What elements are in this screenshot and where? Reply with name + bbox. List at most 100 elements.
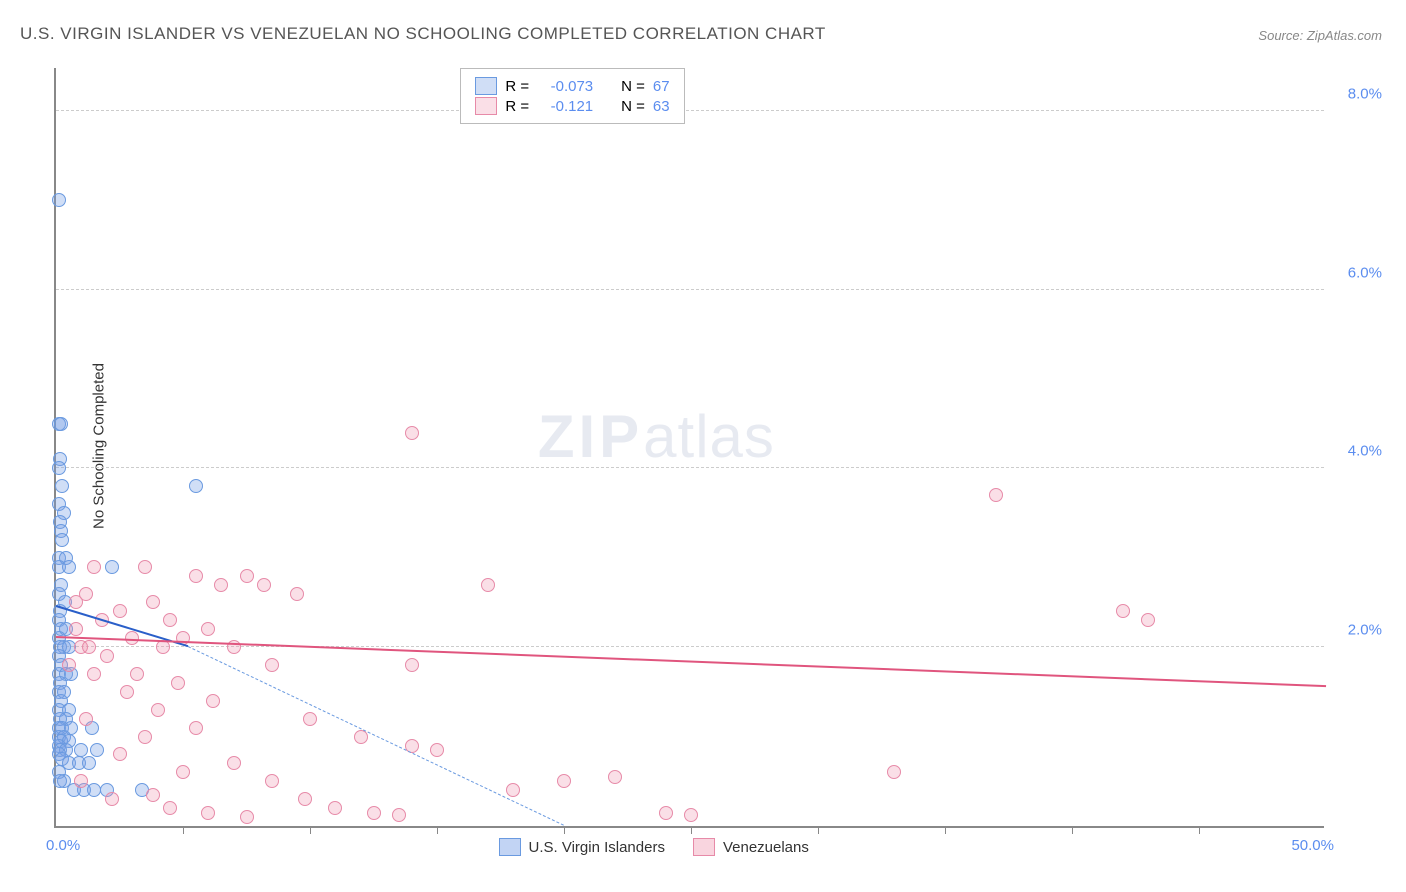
- y-tick-label: 8.0%: [1348, 85, 1382, 102]
- scatter-point: [1141, 613, 1155, 627]
- y-tick-label: 6.0%: [1348, 264, 1382, 281]
- scatter-point: [100, 649, 114, 663]
- x-tick-mark: [691, 826, 692, 834]
- x-tick-mark: [818, 826, 819, 834]
- watermark-zip: ZIP: [538, 403, 643, 470]
- legend-swatch: [475, 97, 497, 115]
- scatter-point: [171, 676, 185, 690]
- x-tick-mark: [564, 826, 565, 834]
- scatter-point: [684, 808, 698, 822]
- series-legend-item: U.S. Virgin Islanders: [499, 838, 665, 856]
- x-tick-mark: [183, 826, 184, 834]
- source-label: Source:: [1258, 28, 1303, 43]
- scatter-point: [201, 806, 215, 820]
- scatter-point: [608, 770, 622, 784]
- scatter-point: [163, 613, 177, 627]
- scatter-point: [257, 578, 271, 592]
- scatter-point: [87, 560, 101, 574]
- scatter-point: [227, 756, 241, 770]
- scatter-point: [69, 595, 83, 609]
- scatter-point: [120, 685, 134, 699]
- scatter-point: [176, 765, 190, 779]
- legend-swatch: [499, 838, 521, 856]
- scatter-point: [481, 578, 495, 592]
- scatter-point: [146, 788, 160, 802]
- scatter-point: [392, 808, 406, 822]
- scatter-point: [240, 569, 254, 583]
- trend-line: [56, 636, 1326, 687]
- y-tick-label: 4.0%: [1348, 443, 1382, 460]
- x-tick-mark: [945, 826, 946, 834]
- scatter-point: [430, 743, 444, 757]
- legend-swatch: [475, 77, 497, 95]
- scatter-point: [989, 488, 1003, 502]
- x-min-label: 0.0%: [46, 837, 80, 854]
- scatter-point: [298, 792, 312, 806]
- stats-legend: R = -0.073 N = 67 R = -0.121 N = 63: [460, 68, 684, 124]
- n-label: N =: [621, 78, 645, 95]
- scatter-point: [82, 640, 96, 654]
- series-legend-label: Venezuelans: [723, 839, 809, 856]
- chart-container: U.S. VIRGIN ISLANDER VS VENEZUELAN NO SC…: [0, 0, 1406, 892]
- gridline: [56, 110, 1324, 111]
- scatter-point: [113, 747, 127, 761]
- scatter-point: [328, 801, 342, 815]
- scatter-point: [105, 792, 119, 806]
- scatter-point: [163, 801, 177, 815]
- n-value: 63: [653, 98, 670, 115]
- scatter-point: [189, 569, 203, 583]
- scatter-point: [90, 743, 104, 757]
- y-tick-label: 2.0%: [1348, 622, 1382, 639]
- scatter-point: [54, 417, 68, 431]
- series-legend-item: Venezuelans: [693, 838, 809, 856]
- scatter-point: [265, 774, 279, 788]
- scatter-point: [367, 806, 381, 820]
- scatter-point: [74, 743, 88, 757]
- r-value: -0.121: [537, 98, 593, 115]
- scatter-point: [189, 479, 203, 493]
- x-tick-mark: [310, 826, 311, 834]
- scatter-point: [105, 560, 119, 574]
- scatter-point: [138, 560, 152, 574]
- scatter-point: [303, 712, 317, 726]
- scatter-point: [265, 658, 279, 672]
- r-label: R =: [505, 98, 529, 115]
- n-label: N =: [621, 98, 645, 115]
- scatter-point: [52, 461, 66, 475]
- scatter-point: [55, 479, 69, 493]
- scatter-point: [290, 587, 304, 601]
- scatter-point: [146, 595, 160, 609]
- chart-title: U.S. VIRGIN ISLANDER VS VENEZUELAN NO SC…: [20, 24, 826, 44]
- scatter-point: [69, 622, 83, 636]
- scatter-point: [1116, 604, 1130, 618]
- scatter-point: [214, 578, 228, 592]
- plot-area: ZIPatlas 2.0%4.0%6.0%8.0%0.0%50.0%: [54, 68, 1324, 828]
- scatter-point: [506, 783, 520, 797]
- scatter-point: [189, 721, 203, 735]
- scatter-point: [62, 560, 76, 574]
- scatter-point: [62, 658, 76, 672]
- r-value: -0.073: [537, 78, 593, 95]
- gridline: [56, 289, 1324, 290]
- x-tick-mark: [437, 826, 438, 834]
- gridline: [56, 646, 1324, 647]
- scatter-point: [52, 193, 66, 207]
- source-attribution: Source: ZipAtlas.com: [1258, 28, 1382, 43]
- scatter-point: [53, 774, 67, 788]
- scatter-point: [557, 774, 571, 788]
- scatter-point: [130, 667, 144, 681]
- x-tick-mark: [1199, 826, 1200, 834]
- r-label: R =: [505, 78, 529, 95]
- stats-legend-row: R = -0.073 N = 67: [475, 77, 669, 95]
- series-legend: U.S. Virgin Islanders Venezuelans: [499, 838, 809, 856]
- series-legend-label: U.S. Virgin Islanders: [529, 839, 665, 856]
- scatter-point: [201, 622, 215, 636]
- n-value: 67: [653, 78, 670, 95]
- scatter-point: [82, 756, 96, 770]
- stats-legend-row: R = -0.121 N = 63: [475, 97, 669, 115]
- source-link[interactable]: ZipAtlas.com: [1307, 28, 1382, 43]
- watermark-atlas: atlas: [643, 403, 775, 470]
- trend-line: [188, 646, 564, 826]
- scatter-point: [74, 774, 88, 788]
- scatter-point: [405, 426, 419, 440]
